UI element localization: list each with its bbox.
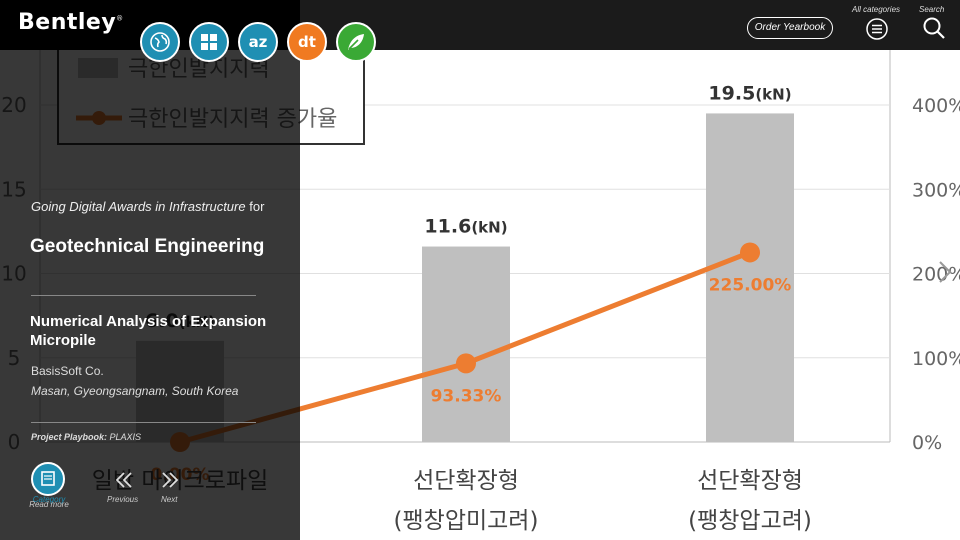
top-bar: Bentley® Order Yearbook All categories S… <box>0 0 960 50</box>
top-bar-right <box>300 0 960 50</box>
slide-next-arrow-icon <box>939 261 952 283</box>
category-button-label[interactable]: Category <box>32 495 66 504</box>
right-tick-label: 0% <box>912 432 942 454</box>
rate-value-label: 93.33% <box>431 386 502 406</box>
bar-value-label: 19.5(kN) <box>708 82 791 104</box>
order-yearbook-button[interactable]: Order Yearbook <box>747 17 833 39</box>
all-categories-label: All categories <box>852 5 901 14</box>
category-label: (팽창압고려) <box>688 508 812 534</box>
project-info-panel: Going Digital Awards in Infrastructure f… <box>0 50 300 540</box>
search-label: Search <box>919 5 945 14</box>
leaf-icon[interactable] <box>336 22 376 62</box>
divider <box>31 422 256 423</box>
menu-icon[interactable] <box>866 18 888 40</box>
project-location: Masan, Gyeongsangnam, South Korea <box>31 384 239 398</box>
right-tick-label: 400% <box>912 95 960 117</box>
bar <box>422 246 510 442</box>
bentley-logo[interactable]: Bentley® <box>18 10 124 35</box>
right-tick-label: 200% <box>912 264 960 286</box>
read-more-label[interactable]: Read more <box>29 500 69 509</box>
search-icon[interactable] <box>922 16 946 40</box>
right-tick-label: 300% <box>912 179 960 201</box>
grid-icon[interactable] <box>189 22 229 62</box>
category-label: 선단확장형 <box>697 468 803 494</box>
read-more-button[interactable] <box>31 462 65 496</box>
next-chevron-icon[interactable] <box>158 470 182 490</box>
az-icon[interactable]: az <box>238 22 278 62</box>
project-playbook: Project Playbook: PLAXIS <box>31 432 142 442</box>
previous-button[interactable]: Previous <box>107 495 139 504</box>
rate-point <box>456 353 476 374</box>
category-label: 선단확장형 <box>413 468 519 494</box>
previous-chevron-icon[interactable] <box>112 470 136 490</box>
category-title: Geotechnical Engineering <box>30 236 265 257</box>
right-tick-label: 100% <box>912 348 960 370</box>
rate-point <box>740 242 760 263</box>
bar-value-label: 11.6(kN) <box>424 216 507 238</box>
project-title: Numerical Analysis of Expansion Micropil… <box>30 313 267 349</box>
globe-icon[interactable] <box>140 22 180 62</box>
category-label: (팽창압미고려) <box>394 508 539 534</box>
left-panel-overlay <box>0 0 300 540</box>
awards-heading: Going Digital Awards in Infrastructure f… <box>31 199 265 214</box>
divider <box>31 295 256 296</box>
organization-name: BasisSoft Co. <box>31 364 104 378</box>
bar <box>706 113 794 443</box>
next-button[interactable]: Next <box>161 495 178 504</box>
dt-icon[interactable]: dt <box>287 22 327 62</box>
rate-value-label: 225.00% <box>709 275 792 295</box>
